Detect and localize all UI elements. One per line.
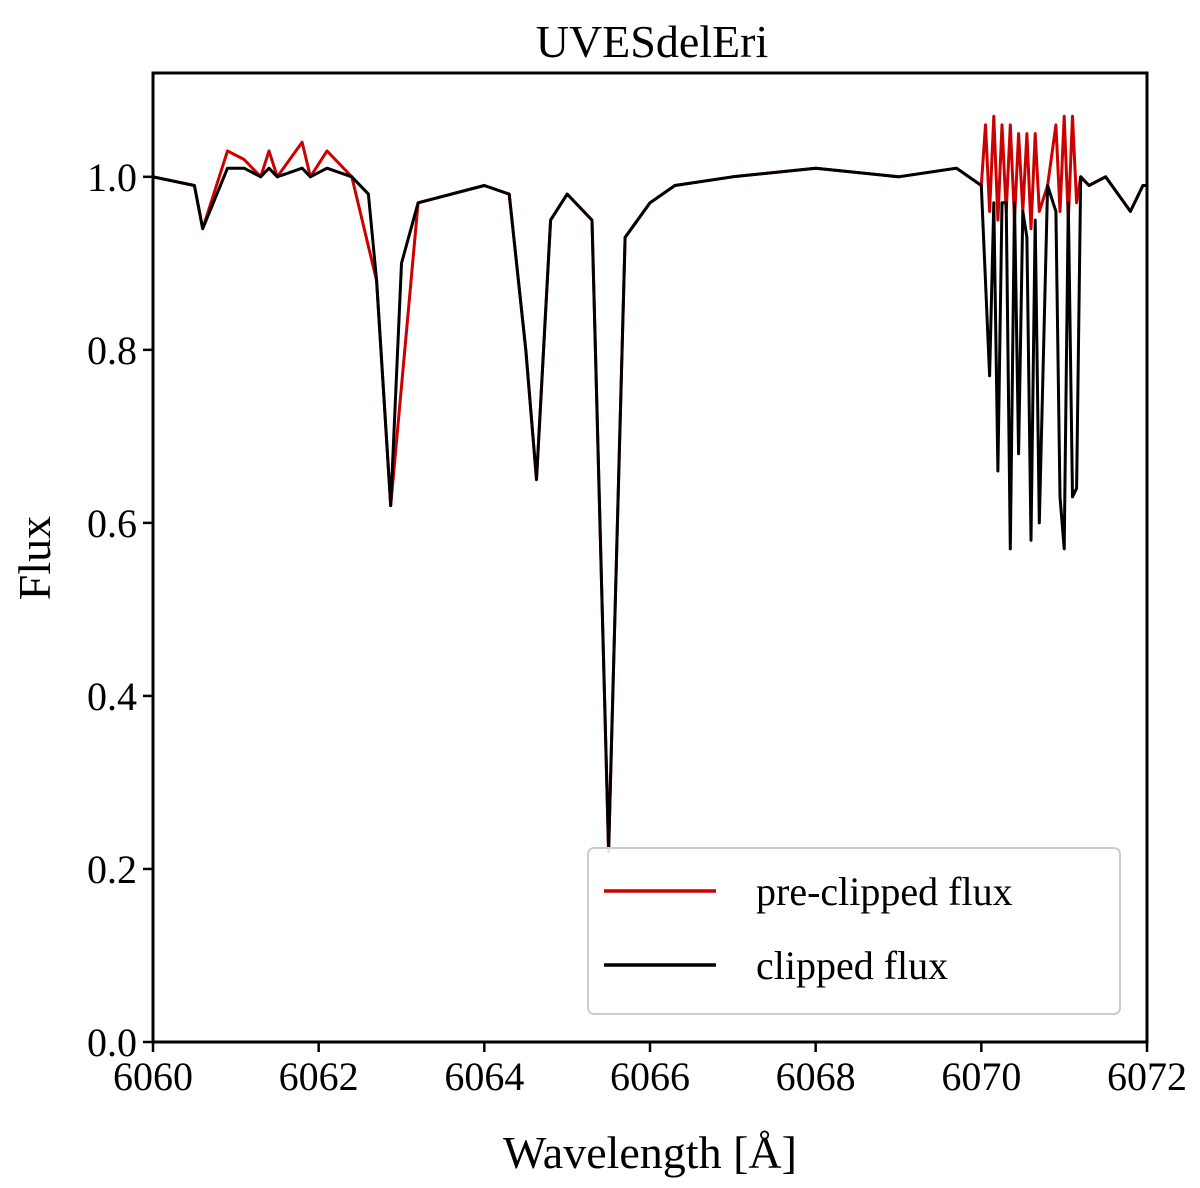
y-axis-ticks: 0.0 0.2 0.4 0.6 0.8 1.0 xyxy=(87,155,153,1065)
x-tick-label: 6070 xyxy=(941,1054,1021,1099)
y-tick-label: 0.4 xyxy=(87,674,137,719)
y-axis-label: Flux xyxy=(9,516,60,600)
series-line-clipped-flux xyxy=(153,166,1147,854)
legend-box xyxy=(587,847,1121,1015)
x-tick-label: 6060 xyxy=(113,1054,193,1099)
chart-title: UVESdelEri xyxy=(536,16,769,67)
x-tick-label: 6064 xyxy=(444,1054,524,1099)
x-tick-label: 6066 xyxy=(610,1054,690,1099)
legend-label-clipped: clipped flux xyxy=(756,943,948,988)
series-line-pre-clipped-flux xyxy=(153,114,1147,854)
x-axis-label: Wavelength [Å] xyxy=(503,1127,797,1178)
y-tick-label: 0.0 xyxy=(87,1020,137,1065)
y-tick-label: 0.8 xyxy=(87,328,137,373)
y-tick-label: 0.6 xyxy=(87,501,137,546)
legend: pre-clipped flux clipped flux xyxy=(587,847,1121,1015)
series-layer xyxy=(153,114,1147,854)
x-tick-label: 6068 xyxy=(776,1054,856,1099)
x-tick-label: 6062 xyxy=(279,1054,359,1099)
legend-label-pre-clipped: pre-clipped flux xyxy=(756,869,1013,914)
x-axis-ticks: 6060 6062 6064 6066 6068 6070 6072 xyxy=(113,1042,1187,1099)
x-tick-label: 6072 xyxy=(1107,1054,1187,1099)
y-tick-label: 0.2 xyxy=(87,847,137,892)
y-tick-label: 1.0 xyxy=(87,155,137,200)
